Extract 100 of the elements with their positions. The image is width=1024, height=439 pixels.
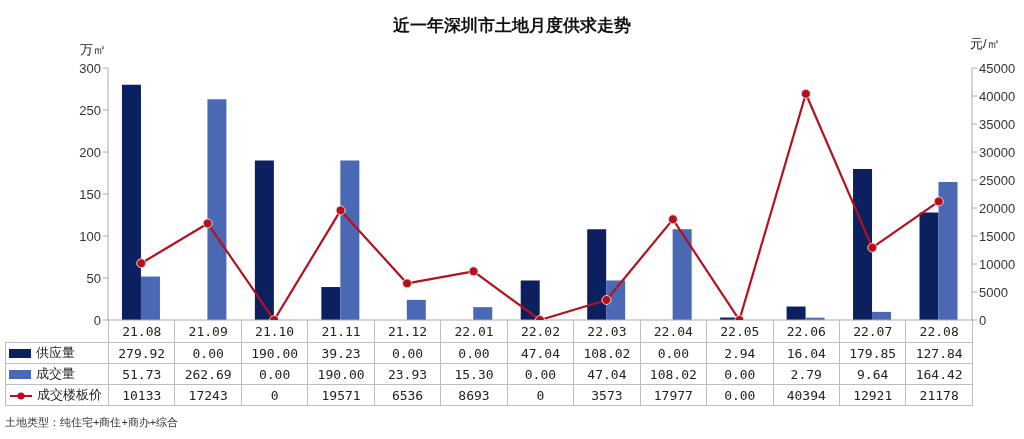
bar (587, 229, 607, 320)
y2-tick-label: 0 (979, 312, 987, 328)
data-label: 0.00 (640, 342, 707, 364)
y2-tick-label: 15000 (979, 228, 1016, 244)
y2-tick-label: 10000 (979, 256, 1016, 272)
y2-axis-title: 元/㎡ (970, 35, 1000, 53)
point (667, 214, 678, 225)
data-label: 0 (241, 384, 308, 406)
data-label: 23.93 (374, 363, 441, 385)
point (136, 258, 147, 269)
data-label: 279.92 (108, 342, 175, 364)
y-tick-label: 0 (93, 312, 101, 328)
data-label: 0.00 (706, 384, 774, 406)
x-tick-label: 22.06 (773, 320, 840, 343)
bar (321, 287, 341, 320)
bar (140, 276, 160, 320)
point (335, 205, 346, 216)
data-label: 0.00 (507, 363, 574, 385)
data-label: 47.04 (507, 342, 574, 364)
y-tick-label: 50 (86, 270, 101, 286)
x-tick-label: 22.01 (440, 320, 508, 343)
x-tick-label: 21.09 (174, 320, 242, 343)
data-label: 0.00 (174, 342, 242, 364)
legend-label: 成交楼板价 (37, 387, 102, 402)
y-tick-label: 250 (79, 102, 101, 118)
bar (340, 160, 360, 320)
y-tick-label: 150 (79, 186, 101, 202)
data-label: 40394 (773, 384, 840, 406)
y-axis-title: 万㎡ (80, 41, 106, 59)
x-tick-label: 21.11 (307, 320, 375, 343)
data-label: 51.73 (108, 363, 175, 385)
data-label: 108.02 (640, 363, 707, 385)
data-label: 108.02 (573, 342, 641, 364)
data-label: 127.84 (905, 342, 973, 364)
bar (207, 99, 227, 320)
bar (406, 299, 426, 320)
data-label: 9.64 (839, 363, 906, 385)
bar (473, 307, 493, 320)
bar (853, 168, 873, 320)
data-label: 0.00 (706, 363, 774, 385)
data-label: 39.23 (307, 342, 375, 364)
data-label: 17977 (640, 384, 707, 406)
data-label: 0.00 (374, 342, 441, 364)
bar (672, 229, 692, 320)
y2-tick-label: 25000 (979, 172, 1016, 188)
point (800, 88, 811, 99)
data-label: 8693 (440, 384, 508, 406)
y-tick-label: 100 (79, 228, 101, 244)
text: 土地类型：纯住宅+商住+商办+综合 (5, 415, 179, 430)
point (933, 196, 944, 207)
data-label: 3573 (573, 384, 641, 406)
bar (254, 160, 274, 320)
data-label: 16.04 (773, 342, 840, 364)
data-label: 0 (507, 384, 574, 406)
data-label: 190.00 (241, 342, 308, 364)
x-tick-label: 21.12 (374, 320, 441, 343)
data-label: 47.04 (573, 363, 641, 385)
y2-tick-label: 20000 (979, 200, 1016, 216)
data-label: 2.79 (773, 363, 840, 385)
x-tick-label: 21.08 (108, 320, 175, 343)
x-tick-label: 22.04 (640, 320, 707, 343)
y-tick-label: 300 (79, 60, 101, 76)
x-tick-label: 22.03 (573, 320, 641, 343)
chart-title: 近一年深圳市土地月度供求走势 (392, 15, 632, 37)
data-label: 19571 (307, 384, 375, 406)
x-tick-label: 21.10 (241, 320, 308, 343)
y2-tick-label: 5000 (979, 284, 1008, 300)
x-tick-label: 22.02 (507, 320, 574, 343)
y2-tick-label: 45000 (979, 60, 1016, 76)
y2-tick-label: 30000 (979, 144, 1016, 160)
x-tick-label: 22.05 (706, 320, 774, 343)
bar (520, 280, 540, 320)
data-label: 179.85 (839, 342, 906, 364)
y-tick-label: 200 (79, 144, 101, 160)
data-label: 15.30 (440, 363, 508, 385)
point (867, 242, 878, 253)
data-label: 2.94 (706, 342, 774, 364)
data-label: 21178 (905, 384, 973, 406)
bar (121, 84, 141, 320)
point (202, 218, 213, 229)
x-tick-label: 22.07 (839, 320, 906, 343)
y2-tick-label: 35000 (979, 116, 1016, 132)
point (601, 294, 612, 305)
data-label: 164.42 (905, 363, 973, 385)
data-label: 6536 (374, 384, 441, 406)
data-label: 262.69 (174, 363, 242, 385)
bar (919, 212, 939, 320)
data-label: 190.00 (307, 363, 375, 385)
legend-label: 供应量 (36, 345, 75, 360)
data-label: 10133 (108, 384, 175, 406)
point (402, 278, 413, 289)
legend-label: 成交量 (36, 366, 75, 381)
data-label: 0.00 (440, 342, 508, 364)
data-label: 17243 (174, 384, 242, 406)
point (468, 266, 479, 277)
bar (938, 181, 958, 320)
x-tick-label: 22.08 (905, 320, 973, 343)
data-label: 0.00 (241, 363, 308, 385)
y2-tick-label: 40000 (979, 88, 1016, 104)
data-label: 12921 (839, 384, 906, 406)
